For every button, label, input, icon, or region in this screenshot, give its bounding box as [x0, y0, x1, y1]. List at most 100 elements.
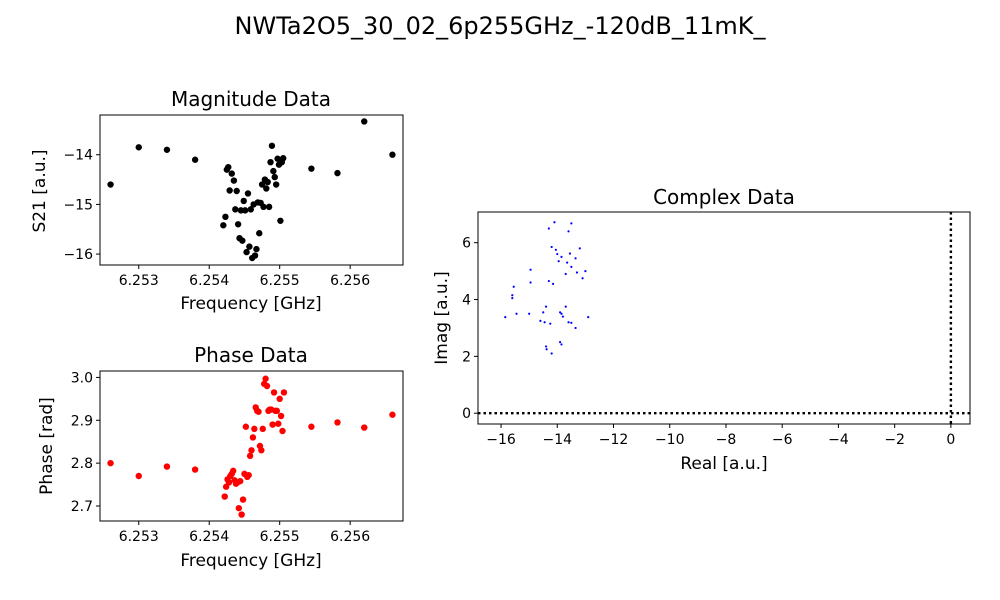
complex-point-10 — [557, 260, 560, 263]
phase-point-25 — [251, 425, 258, 433]
magnitude-point-47 — [334, 169, 341, 177]
phase-point-46 — [280, 389, 288, 396]
phase-point-21 — [245, 471, 252, 479]
complex-xtick-label: −16 — [486, 432, 516, 448]
complex-xtick-label: −4 — [828, 432, 849, 448]
magnitude-point-26 — [253, 245, 260, 253]
magnitude-point-31 — [260, 203, 267, 211]
phase-point-38 — [269, 421, 276, 428]
complex-xlabel: Real [a.u.] — [680, 454, 767, 474]
phase-point-4 — [221, 493, 228, 500]
complex-point-5 — [554, 248, 557, 251]
complex-ytick-label: 4 — [462, 293, 471, 309]
complex-point-28 — [558, 311, 562, 314]
magnitude-point-37 — [268, 142, 276, 149]
complex-point-42 — [558, 341, 562, 344]
complex-point-17 — [564, 272, 567, 276]
complex-title: Complex Data — [653, 185, 795, 209]
complex-point-45 — [515, 312, 518, 315]
magnitude-point-34 — [264, 178, 271, 186]
complex-point-13 — [570, 265, 573, 268]
complex-point-16 — [575, 271, 579, 274]
complex-point-0 — [553, 221, 556, 224]
complex-point-30 — [542, 311, 545, 314]
complex-point-27 — [528, 312, 531, 315]
complex-axes-frame — [477, 211, 971, 425]
magnitude-point-13 — [234, 221, 242, 228]
complex-point-41 — [545, 348, 548, 351]
magnitude-point-8 — [226, 187, 233, 194]
phase-point-34 — [263, 382, 271, 390]
phase-point-17 — [239, 496, 247, 503]
phase-point-0 — [107, 459, 114, 467]
phase-point-43 — [276, 395, 283, 403]
magnitude-point-4 — [220, 222, 227, 229]
complex-xtick-label: −2 — [884, 432, 905, 448]
complex-xtick-label: −6 — [772, 432, 793, 448]
magnitude-ytick-label: −15 — [63, 197, 93, 213]
complex-point-26 — [564, 305, 567, 308]
magnitude-ytick-label: −14 — [63, 148, 93, 164]
complex-point-21 — [551, 282, 555, 285]
phase-ytick-label: 2.8 — [71, 456, 93, 472]
phase-point-28 — [255, 408, 262, 415]
phase-title: Phase Data — [194, 343, 308, 367]
phase-point-42 — [275, 420, 282, 427]
magnitude-point-3 — [191, 156, 199, 163]
magnitude-point-10 — [230, 177, 238, 184]
complex-point-32 — [561, 315, 565, 318]
magnitude-point-43 — [277, 217, 284, 224]
magnitude-point-0 — [107, 181, 114, 188]
complex-point-9 — [560, 255, 563, 259]
magnitude-point-22 — [247, 206, 254, 213]
complex-xtick-label: −14 — [543, 432, 573, 448]
magnitude-xlabel: Frequency [GHz] — [180, 294, 321, 314]
complex-point-7 — [568, 252, 572, 255]
magnitude-point-17 — [240, 197, 247, 205]
phase-point-16 — [238, 511, 245, 518]
phase-point-30 — [258, 447, 265, 454]
complex-point-19 — [529, 281, 532, 284]
complex-point-18 — [581, 277, 584, 280]
complex-point-37 — [567, 321, 570, 324]
complex-point-43 — [560, 343, 563, 346]
magnitude-point-39 — [271, 173, 278, 181]
phase-point-44 — [277, 412, 285, 420]
complex-point-34 — [539, 319, 542, 322]
complex-panel: Complex Data Real [a.u.] Imag [a.u.] −16… — [432, 185, 971, 474]
complex-point-3 — [567, 230, 570, 233]
magnitude-point-19 — [243, 248, 250, 256]
complex-point-29 — [560, 312, 563, 315]
phase-ytick-label: 2.7 — [71, 499, 93, 515]
complex-point-22 — [512, 285, 515, 288]
phase-point-50 — [389, 411, 396, 418]
phase-point-19 — [242, 423, 250, 430]
phase-panel: Phase Data Frequency [GHz] Phase [rad] 6… — [37, 343, 404, 571]
phase-xlabel: Frequency [GHz] — [180, 551, 321, 571]
magnitude-xtick-label: 6.253 — [119, 273, 159, 289]
magnitude-point-48 — [361, 118, 368, 125]
complex-point-35 — [543, 321, 546, 324]
magnitude-point-41 — [274, 155, 281, 162]
complex-point-1 — [570, 222, 573, 225]
complex-point-2 — [547, 227, 550, 230]
complex-point-39 — [574, 326, 577, 330]
magnitude-point-38 — [270, 167, 277, 175]
complex-point-31 — [504, 316, 507, 319]
magnitude-point-40 — [272, 181, 280, 188]
magnitude-point-45 — [280, 155, 287, 162]
magnitude-xtick-label: 6.256 — [330, 273, 370, 289]
magnitude-point-18 — [241, 207, 249, 214]
complex-point-23 — [511, 294, 514, 297]
complex-xtick-label: −10 — [655, 432, 685, 448]
complex-point-12 — [574, 257, 577, 260]
magnitude-panel: Magnitude Data Frequency [GHz] S21 [a.u.… — [30, 87, 404, 314]
phase-point-1 — [135, 472, 142, 480]
complex-ytick-label: 6 — [462, 236, 471, 252]
magnitude-point-20 — [244, 190, 252, 197]
phase-point-10 — [229, 467, 237, 475]
magnitude-point-9 — [228, 170, 235, 177]
figure-title: NWTa2O5_30_02_6p255GHz_-120dB_11mK_ — [235, 12, 767, 40]
